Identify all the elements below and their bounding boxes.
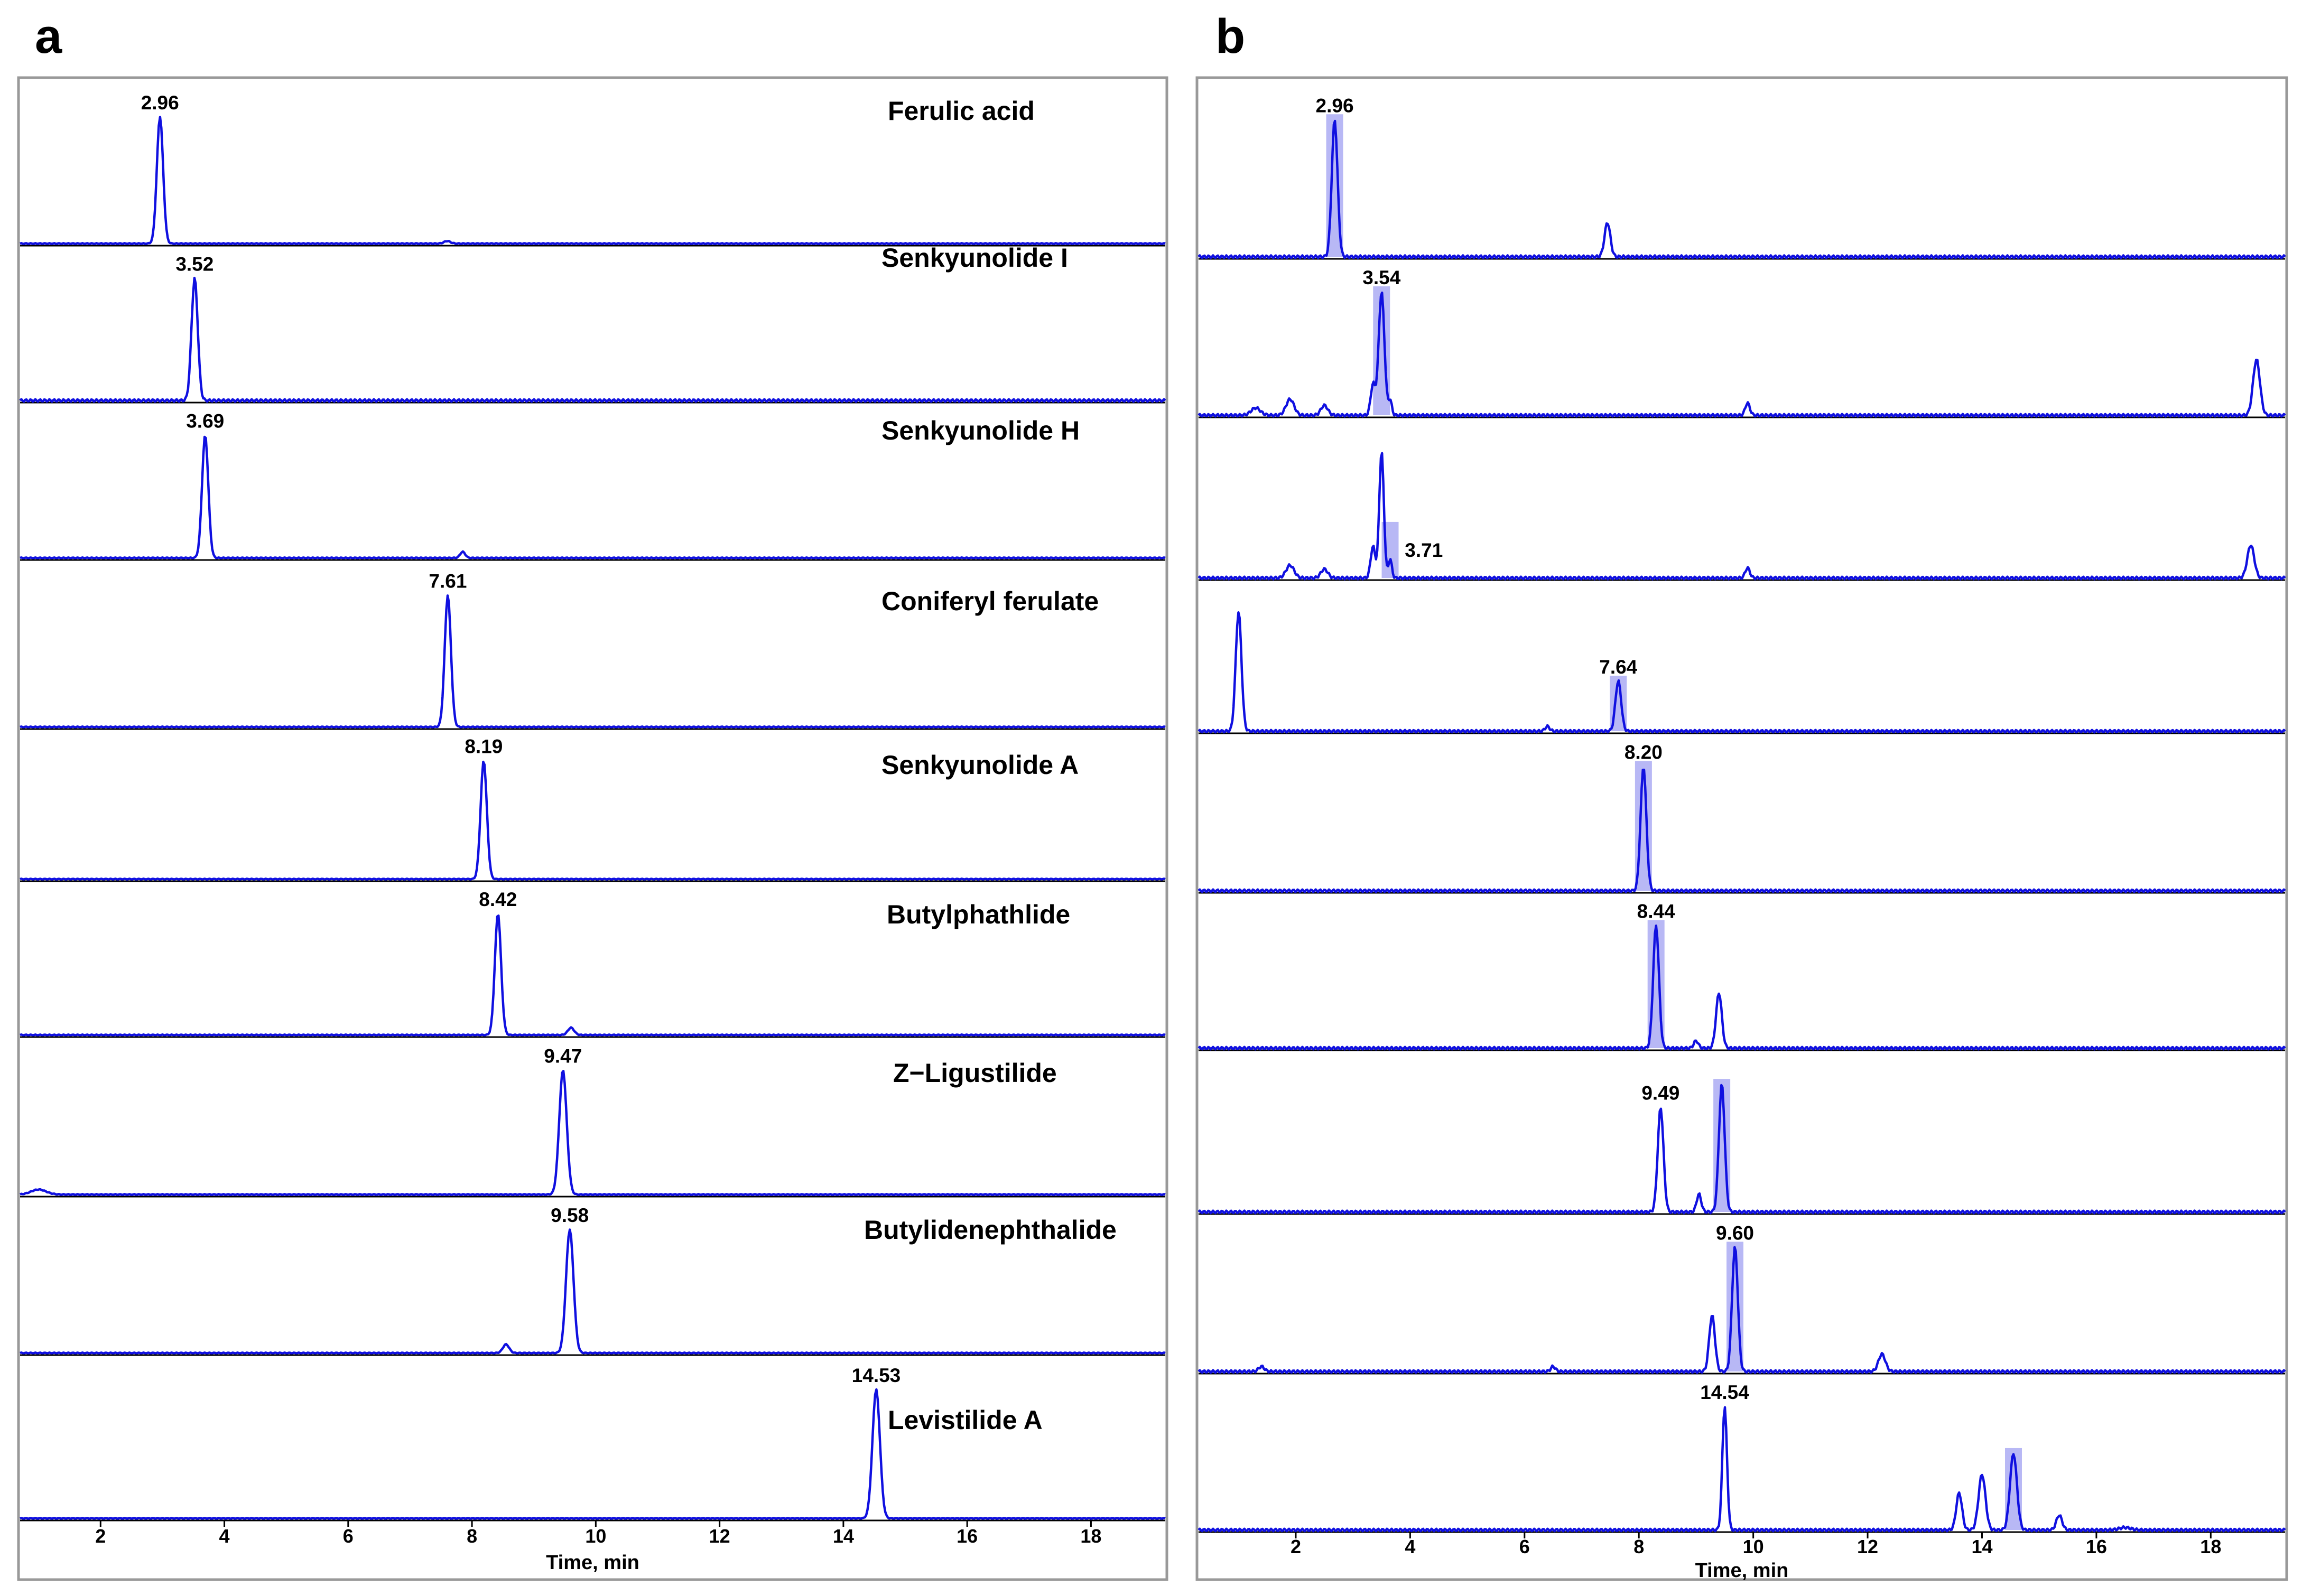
x-tick-label: 6 xyxy=(343,1525,354,1547)
retention-time-label: 9.49 xyxy=(1641,1082,1679,1104)
retention-time-label: 14.53 xyxy=(852,1365,901,1386)
trace-line-3 xyxy=(1198,452,2286,581)
x-tick-label: 14 xyxy=(1971,1536,1992,1557)
trace-line-9 xyxy=(1198,1406,2286,1533)
retention-time-label: 7.61 xyxy=(429,570,467,592)
trace-line-7 xyxy=(1198,1084,2286,1215)
trace-row-7: 9.47 Z−Ligustilide xyxy=(20,1045,1166,1198)
trace-row-4: 7.61 Coniferyl ferulate xyxy=(20,570,1166,730)
x-tick-label: 2 xyxy=(95,1525,106,1547)
trace-line-7 xyxy=(20,1070,1166,1196)
trace-row-8: 9.58 Butylidenephthalide xyxy=(20,1205,1166,1356)
trace-row-2: 3.54 xyxy=(1198,267,2286,418)
trace-line-1 xyxy=(1198,119,2286,259)
trace-row-5: 8.20 xyxy=(1198,741,2286,894)
x-tick-label: 12 xyxy=(1857,1536,1878,1557)
x-tick-label: 6 xyxy=(1519,1536,1530,1557)
x-tick-label: 18 xyxy=(1080,1525,1101,1547)
x-axis-label: Time, min xyxy=(546,1552,639,1574)
retention-time-label: 8.44 xyxy=(1637,901,1675,922)
trace-row-6: 8.44 xyxy=(1198,901,2286,1051)
retention-time-label: 2.96 xyxy=(1316,95,1354,116)
compound-name: Senkyunolide I xyxy=(881,243,1068,273)
retention-time-label: 9.47 xyxy=(544,1045,582,1067)
trace-row-1: 2.96 xyxy=(1198,95,2286,260)
retention-time-label: 7.64 xyxy=(1599,656,1637,678)
trace-row-6: 8.42 Butylphathlide xyxy=(20,889,1166,1038)
trace-line-6 xyxy=(1198,924,2286,1051)
trace-row-9: 14.53 Levistilide A xyxy=(20,1365,1166,1522)
retention-time-label: 3.69 xyxy=(186,410,224,432)
trace-line-6 xyxy=(20,914,1166,1037)
compound-name: Ferulic acid xyxy=(888,96,1035,126)
retention-time-label: 9.60 xyxy=(1716,1222,1754,1244)
trace-row-4: 7.64 xyxy=(1198,611,2286,734)
trace-line-4 xyxy=(20,594,1166,729)
x-tick-label: 8 xyxy=(1633,1536,1644,1557)
retention-time-label: 3.52 xyxy=(175,253,214,275)
retention-time-label: 8.20 xyxy=(1625,741,1663,763)
retention-time-label: 2.96 xyxy=(141,92,179,114)
compound-name: Levistilide A xyxy=(888,1405,1043,1435)
compound-name: Z−Ligustilide xyxy=(893,1058,1057,1088)
x-tick-label: 8 xyxy=(467,1525,477,1547)
trace-line-5 xyxy=(20,760,1166,881)
trace-row-7: 9.49 xyxy=(1198,1079,2286,1215)
trace-row-9: 14.54 xyxy=(1198,1382,2286,1533)
x-tick-label: 16 xyxy=(2086,1536,2107,1557)
trace-line-9 xyxy=(20,1388,1166,1520)
compound-name: Coniferyl ferulate xyxy=(881,586,1099,616)
trace-line-8 xyxy=(1198,1246,2286,1374)
x-tick-label: 2 xyxy=(1291,1536,1301,1557)
panel-label-a: a xyxy=(35,10,62,63)
retention-time-label: 8.19 xyxy=(465,735,503,757)
trace-line-3 xyxy=(20,435,1166,559)
trace-row-5: 8.19 Senkyunolide A xyxy=(20,735,1166,882)
retention-time-label: 3.54 xyxy=(1362,267,1400,288)
x-tick-label: 10 xyxy=(585,1525,606,1547)
x-tick-label: 16 xyxy=(957,1525,978,1547)
x-tick-label: 12 xyxy=(709,1525,730,1547)
compound-name: Butylidenephthalide xyxy=(864,1215,1117,1245)
panel-frame xyxy=(17,76,1168,1581)
compound-name: Senkyunolide H xyxy=(881,416,1080,445)
trace-row-1: 2.96 Ferulic acid xyxy=(20,92,1166,247)
trace-line-2 xyxy=(19,276,1166,403)
trace-row-2: 3.52 Senkyunolide I xyxy=(19,243,1166,404)
trace-row-3: 3.71 xyxy=(1198,452,2286,581)
trace-line-4 xyxy=(1198,611,2286,734)
retention-time-label: 9.58 xyxy=(551,1205,589,1226)
panel-a: a 2.96 Ferulic acid 3.52 Senkyunolide I 3.69 S… xyxy=(17,10,1168,1581)
trace-line-8 xyxy=(20,1228,1166,1355)
panel-label-b: b xyxy=(1215,10,1245,63)
x-tick-label: 4 xyxy=(219,1525,230,1547)
retention-time-label: 3.71 xyxy=(1405,539,1443,561)
x-tick-label: 4 xyxy=(1405,1536,1415,1557)
trace-line-2 xyxy=(1198,291,2286,418)
trace-row-8: 9.60 xyxy=(1198,1222,2286,1375)
trace-row-3: 3.69 Senkyunolide H xyxy=(20,410,1166,561)
trace-line-1 xyxy=(20,116,1166,245)
panel-frame xyxy=(1195,76,2288,1581)
retention-time-label: 8.42 xyxy=(479,889,517,910)
x-tick-label: 14 xyxy=(833,1525,854,1547)
panel-b: b 2.96 3.54 3.71 7.64 8.20 8.44 9.49 9.60 14.54 2 4… xyxy=(1195,10,2288,1582)
trace-line-5 xyxy=(1198,768,2286,893)
x-tick-label: 10 xyxy=(1743,1536,1764,1557)
retention-time-label: 14.54 xyxy=(1700,1382,1749,1403)
x-axis-label: Time, min xyxy=(1695,1560,1789,1582)
compound-name: Butylphathlide xyxy=(887,900,1070,929)
compound-name: Senkyunolide A xyxy=(881,750,1079,780)
x-tick-label: 18 xyxy=(2200,1536,2221,1557)
